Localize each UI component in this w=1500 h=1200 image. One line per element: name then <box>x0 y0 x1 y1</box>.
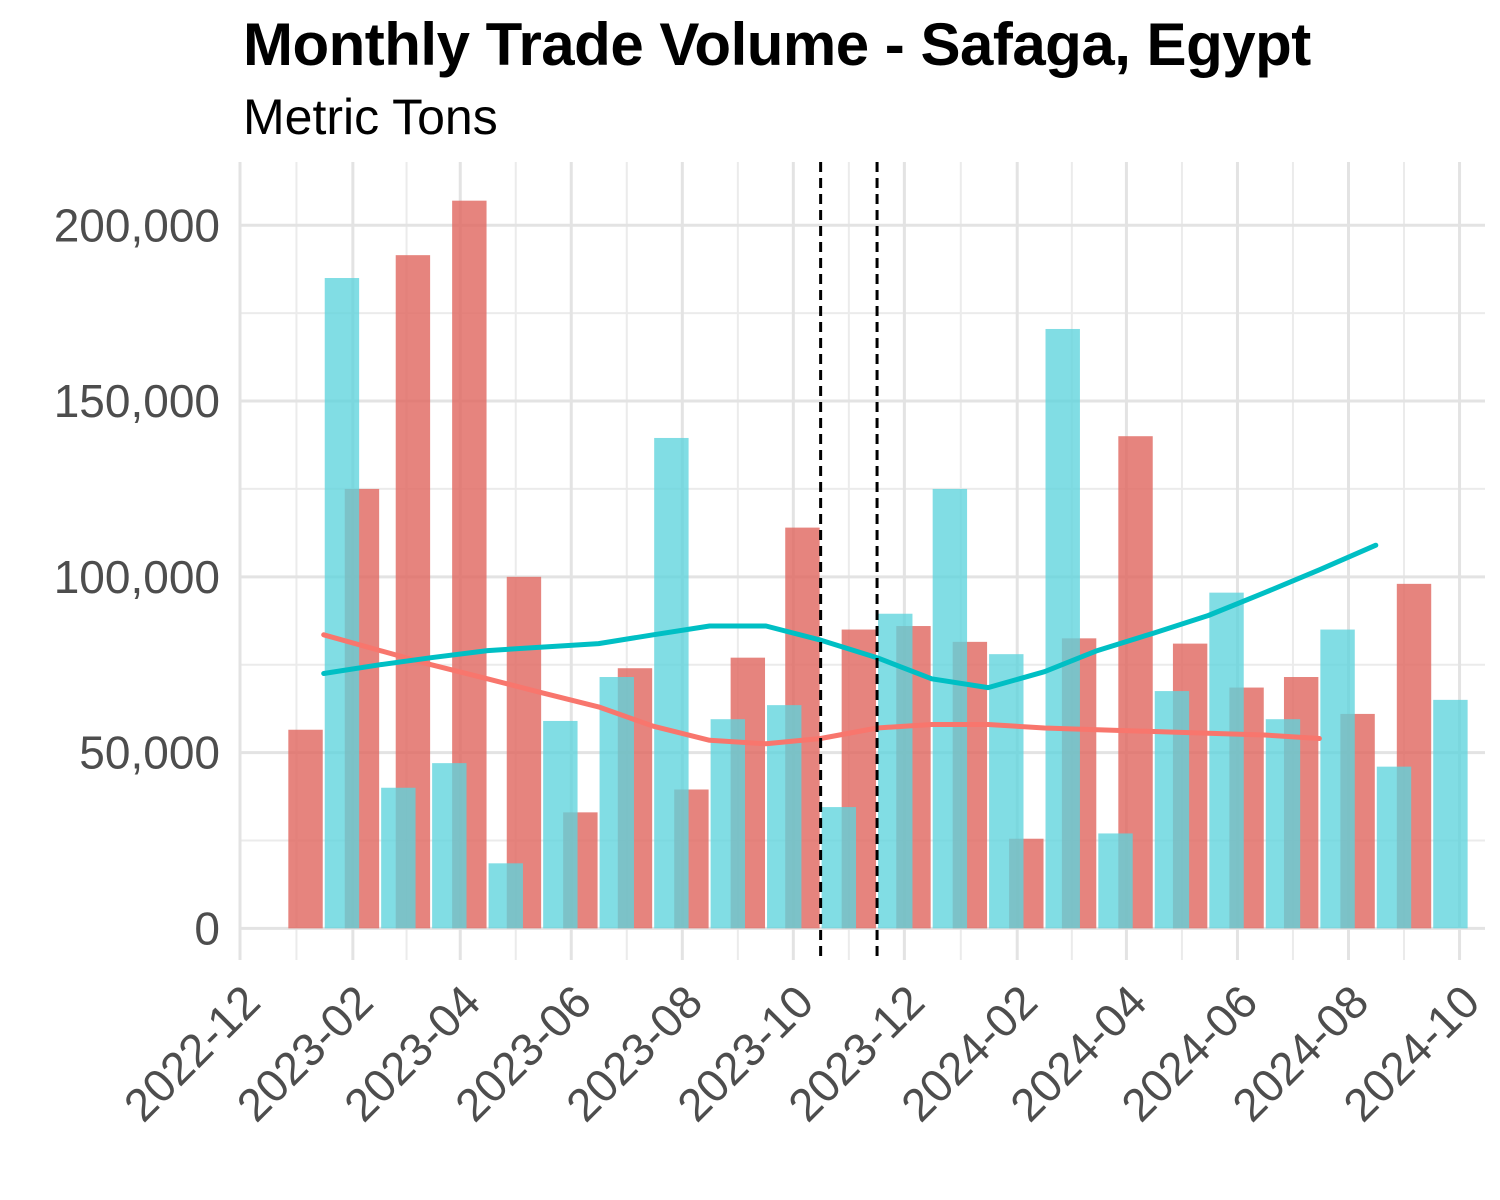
bar-b <box>932 488 968 929</box>
reference-lines <box>819 162 879 960</box>
bar-b <box>1265 719 1301 929</box>
y-tick-label: 0 <box>194 902 220 954</box>
bar-b <box>821 807 857 929</box>
bar-b <box>710 719 746 929</box>
bar-b <box>1045 328 1080 929</box>
chart-subtitle: Metric Tons <box>243 89 498 145</box>
bar-b <box>381 787 416 929</box>
bar-b <box>989 654 1024 929</box>
y-axis-ticks: 0 50,000 100,000 150,000 200,000 <box>54 199 220 954</box>
bar-b <box>488 863 523 929</box>
bar-b <box>432 763 467 929</box>
bar-b <box>324 278 360 929</box>
y-tick-label: 50,000 <box>79 727 220 779</box>
y-tick-label: 100,000 <box>54 551 220 603</box>
bar-b <box>1098 833 1133 929</box>
chart-title: Monthly Trade Volume - Safaga, Egypt <box>243 11 1311 78</box>
y-tick-label: 150,000 <box>54 375 220 427</box>
bar-a <box>288 729 323 929</box>
bar-b <box>543 720 578 929</box>
bars <box>288 200 1468 929</box>
y-tick-label: 200,000 <box>54 199 220 251</box>
trend-line-b <box>321 542 1379 691</box>
bar-b <box>1433 699 1468 929</box>
bar-b <box>654 437 689 929</box>
bar-b <box>1376 766 1412 929</box>
bar-b <box>1209 592 1244 929</box>
bar-b <box>1320 629 1355 929</box>
bar-b <box>1154 691 1190 929</box>
x-axis-ticks: 2022-122023-022023-042023-062023-082023-… <box>114 975 1490 1131</box>
